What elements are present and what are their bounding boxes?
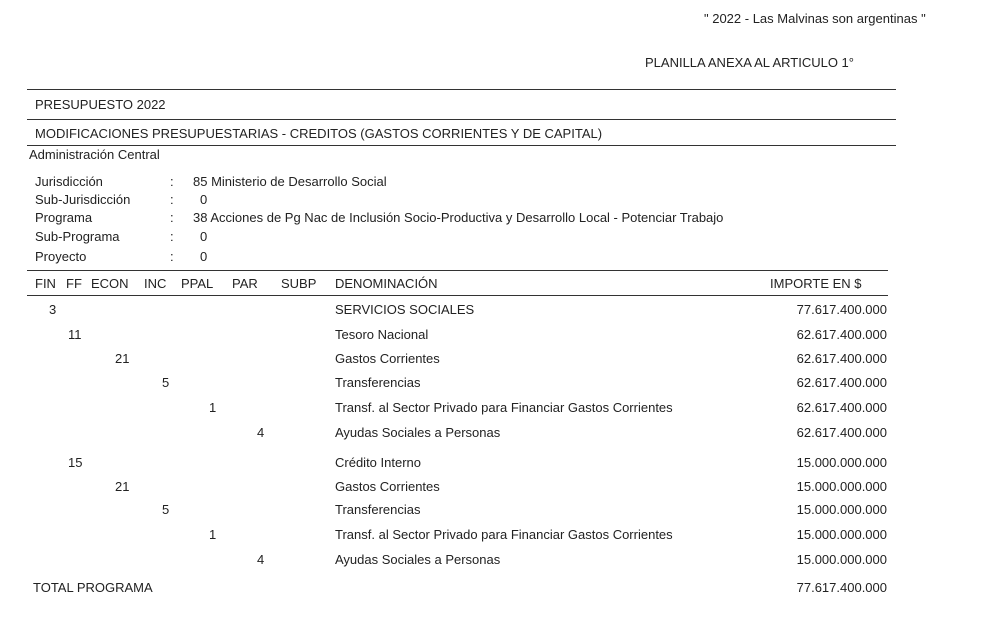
table-row: 4 Ayudas Sociales a Personas 15.000.000.00… [0, 552, 1000, 570]
importe: 62.617.400.000 [796, 425, 887, 440]
table-row: 15 Crédito Interno 15.000.000.000 [0, 455, 1000, 473]
total-label: TOTAL PROGRAMA [33, 580, 153, 595]
info-label: Proyecto [35, 249, 87, 264]
importe: 15.000.000.000 [796, 479, 887, 494]
importe: 15.000.000.000 [796, 455, 887, 470]
denominacion: Gastos Corrientes [335, 351, 440, 366]
importe: 15.000.000.000 [796, 552, 887, 567]
info-value: 0 [200, 229, 208, 244]
motto: " 2022 - Las Malvinas son argentinas " [704, 11, 926, 26]
table-row: 3 SERVICIOS SOCIALES 77.617.400.000 [0, 302, 1000, 320]
divider [27, 119, 896, 120]
denominacion: Gastos Corrientes [335, 479, 440, 494]
document-subtitle: MODIFICACIONES PRESUPUESTARIAS - CREDITO… [35, 126, 603, 141]
code-par: 4 [257, 425, 265, 440]
code-inc: 5 [162, 502, 170, 517]
budget-title: PRESUPUESTO 2022 [35, 97, 166, 112]
table-row: 4 Ayudas Sociales a Personas 62.617.400.00… [0, 425, 1000, 443]
table-row: 5 Transferencias 15.000.000.000 [0, 502, 1000, 520]
info-row: Proyecto : 0 [0, 249, 1000, 267]
importe: 62.617.400.000 [796, 400, 887, 415]
col-ppal: PPAL [181, 276, 214, 291]
col-inc: INC [144, 276, 167, 291]
importe: 62.617.400.000 [796, 351, 887, 366]
importe: 15.000.000.000 [796, 502, 887, 517]
denominacion: Tesoro Nacional [335, 327, 429, 342]
col-denominacion: DENOMINACIÓN [335, 276, 438, 291]
code-ff: 15 [68, 455, 83, 470]
denominacion: Ayudas Sociales a Personas [335, 552, 501, 567]
info-value: 0 [200, 249, 208, 264]
info-label: Sub-Jurisdicción [35, 192, 131, 207]
info-value: 85 Ministerio de Desarrollo Social [193, 174, 387, 189]
info-row: Programa : 38 Acciones de Pg Nac de Incl… [0, 210, 1000, 228]
table-header: FIN FF ECON INC PPAL PAR SUBP DENOMINACI… [0, 276, 1000, 294]
col-ff: FF [66, 276, 82, 291]
col-par: PAR [232, 276, 258, 291]
divider [27, 295, 888, 296]
importe: 15.000.000.000 [796, 527, 887, 542]
info-value: 38 Acciones de Pg Nac de Inclusión Socio… [193, 210, 724, 225]
info-label: Programa [35, 210, 93, 225]
info-label: Sub-Programa [35, 229, 120, 244]
importe: 77.617.400.000 [796, 302, 887, 317]
divider [27, 270, 888, 271]
total-amount: 77.617.400.000 [796, 580, 887, 595]
administration-label: Administración Central [29, 147, 160, 162]
info-sep: : [170, 210, 174, 225]
code-par: 4 [257, 552, 265, 567]
info-value: 0 [200, 192, 208, 207]
table-row: 1 Transf. al Sector Privado para Financia… [0, 527, 1000, 545]
denominacion: Transferencias [335, 502, 421, 517]
code-fin: 3 [49, 302, 57, 317]
importe: 62.617.400.000 [796, 327, 887, 342]
table-row: 21 Gastos Corrientes 15.000.000.000 [0, 479, 1000, 497]
code-econ: 21 [115, 479, 130, 494]
code-ppal: 1 [209, 527, 217, 542]
denominacion: SERVICIOS SOCIALES [335, 302, 475, 317]
denominacion: Transferencias [335, 375, 421, 390]
table-row: 21 Gastos Corrientes 62.617.400.000 [0, 351, 1000, 369]
table-row: 11 Tesoro Nacional 62.617.400.000 [0, 327, 1000, 345]
info-row: Sub-Jurisdicción : 0 [0, 192, 1000, 210]
info-row: Sub-Programa : 0 [0, 229, 1000, 247]
info-row: Jurisdicción : 85 Ministerio de Desarrol… [0, 174, 1000, 192]
info-sep: : [170, 174, 174, 189]
code-econ: 21 [115, 351, 130, 366]
divider [27, 89, 896, 90]
col-importe: IMPORTE EN $ [770, 276, 862, 291]
info-sep: : [170, 249, 174, 264]
denominacion: Transf. al Sector Privado para Financiar… [335, 527, 673, 542]
denominacion: Transf. al Sector Privado para Financiar… [335, 400, 673, 415]
total-row: TOTAL PROGRAMA 77.617.400.000 [0, 580, 1000, 598]
code-ppal: 1 [209, 400, 217, 415]
info-label: Jurisdicción [35, 174, 103, 189]
col-econ: ECON [91, 276, 129, 291]
table-row: 1 Transf. al Sector Privado para Financia… [0, 400, 1000, 418]
info-sep: : [170, 192, 174, 207]
code-ff: 11 [68, 327, 82, 342]
divider [27, 145, 896, 146]
denominacion: Ayudas Sociales a Personas [335, 425, 501, 440]
importe: 62.617.400.000 [796, 375, 887, 390]
annex-title: PLANILLA ANEXA AL ARTICULO 1° [645, 55, 854, 70]
code-inc: 5 [162, 375, 170, 390]
col-fin: FIN [35, 276, 56, 291]
denominacion: Crédito Interno [335, 455, 421, 470]
table-row: 5 Transferencias 62.617.400.000 [0, 375, 1000, 393]
info-sep: : [170, 229, 174, 244]
col-subp: SUBP [281, 276, 317, 291]
